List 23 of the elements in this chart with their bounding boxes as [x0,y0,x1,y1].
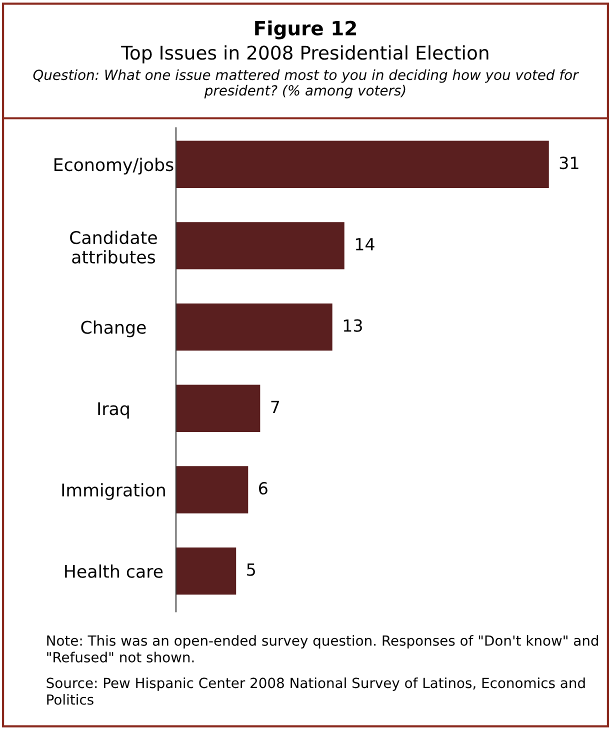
text: Question: What one issue mattered most to you in deciding how you voted for president? (% among voters) [33,69,579,98]
data-label: 31 [560,156,578,170]
y-tick-label: Change [81,320,146,338]
y-tick-label: Health care [65,564,163,578]
y-tick-label: Iraq [98,402,129,419]
y-tick-label: Candidate attributes [70,230,157,264]
data-label: 14 [356,238,374,250]
bar [176,140,549,188]
y-tick-label: Economy/jobs [54,158,174,175]
bar [176,547,236,595]
y-tick-label: Immigration [62,483,165,500]
bar [176,222,344,270]
chart-subtitle: Top Issues in 2008 Presidential Election [121,45,488,64]
data-label: 7 [271,400,280,413]
bar [176,384,260,432]
data-label: 5 [247,564,255,576]
data-label: 13 [344,319,362,332]
data-label: 6 [259,482,268,495]
source-note: Source: Pew Hispanic Center 2008 National Survey of Latinos, Economics and Politics [46,677,585,705]
chart-title: Figure 12 [255,20,356,40]
bar [176,303,332,351]
bar [176,466,248,514]
text: Note: This was an open-ended survey question. Responses of "Don't know" and "Refused" not shown. [47,635,598,662]
